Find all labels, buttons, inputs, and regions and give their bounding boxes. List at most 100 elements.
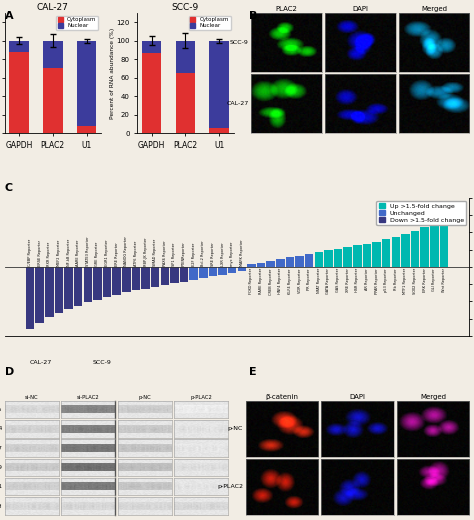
Text: PR Reporter: PR Reporter bbox=[307, 268, 311, 290]
Text: B: B bbox=[249, 11, 257, 21]
Bar bbox=[210, 127, 229, 133]
Bar bbox=[43, 41, 63, 69]
Bar bbox=[295, 256, 304, 267]
Y-axis label: Cyclin D1: Cyclin D1 bbox=[0, 484, 2, 489]
Bar bbox=[209, 267, 217, 277]
Bar bbox=[141, 267, 150, 289]
Text: E: E bbox=[249, 367, 256, 376]
Text: RBP-JK Reporter: RBP-JK Reporter bbox=[144, 237, 147, 266]
Bar bbox=[315, 252, 323, 267]
Text: ERK Reporter: ERK Reporter bbox=[423, 268, 427, 292]
Text: SCC-9: SCC-9 bbox=[92, 360, 111, 365]
Text: ATF6 Reporter: ATF6 Reporter bbox=[134, 240, 138, 266]
Text: GLI Reporter: GLI Reporter bbox=[432, 268, 436, 291]
Bar bbox=[77, 41, 97, 126]
Y-axis label: Percent of RNA abundance (%): Percent of RNA abundance (%) bbox=[110, 28, 115, 119]
Text: FOXO Reporter: FOXO Reporter bbox=[249, 268, 254, 294]
Text: AARE Reporter: AARE Reporter bbox=[76, 239, 80, 266]
Legend: Cytoplasm, Nuclear: Cytoplasm, Nuclear bbox=[189, 16, 231, 30]
Legend: Up >1.5-fold change, Unchanged, Down >1.5-fold change: Up >1.5-fold change, Unchanged, Down >1.… bbox=[376, 201, 466, 225]
Text: LXR Reporter: LXR Reporter bbox=[220, 242, 225, 266]
Bar bbox=[286, 257, 294, 267]
Bar bbox=[430, 222, 438, 267]
Text: myc Reporter: myc Reporter bbox=[230, 241, 234, 266]
Y-axis label: MMP-7: MMP-7 bbox=[0, 446, 2, 450]
Text: SOX2 Reporter: SOX2 Reporter bbox=[413, 268, 417, 294]
Title: si-PLAC2: si-PLAC2 bbox=[77, 395, 100, 399]
Bar bbox=[142, 41, 162, 53]
Text: MAPK Reporter: MAPK Reporter bbox=[240, 239, 244, 266]
Title: si-NC: si-NC bbox=[25, 395, 38, 399]
Bar bbox=[74, 267, 82, 306]
Bar bbox=[103, 267, 111, 297]
Title: Merged: Merged bbox=[421, 6, 447, 12]
Bar bbox=[180, 267, 188, 282]
Bar bbox=[219, 267, 227, 275]
Bar bbox=[411, 230, 419, 267]
Text: AR Reporter: AR Reporter bbox=[365, 268, 369, 290]
Bar bbox=[176, 41, 195, 73]
Text: Bcl-2 Reporter: Bcl-2 Reporter bbox=[201, 240, 205, 266]
Bar bbox=[401, 234, 410, 267]
Title: DAPI: DAPI bbox=[352, 6, 368, 12]
Bar bbox=[142, 53, 162, 133]
Bar bbox=[83, 267, 92, 302]
Title: DAPI: DAPI bbox=[350, 394, 365, 399]
Bar bbox=[247, 264, 255, 267]
Text: VDR Reporter: VDR Reporter bbox=[298, 268, 301, 293]
Bar bbox=[55, 267, 63, 313]
Bar bbox=[392, 237, 400, 267]
Title: β-catenin: β-catenin bbox=[266, 394, 299, 399]
Bar bbox=[266, 261, 275, 267]
Bar bbox=[132, 267, 140, 290]
Y-axis label: CAL-27: CAL-27 bbox=[227, 101, 248, 106]
Bar bbox=[176, 73, 195, 133]
Bar bbox=[93, 267, 102, 300]
Title: Merged: Merged bbox=[420, 394, 446, 399]
Y-axis label: β-catenin: β-catenin bbox=[0, 407, 2, 412]
Text: NF-kB Reporter: NF-kB Reporter bbox=[66, 239, 71, 266]
Y-axis label: GAPDH: GAPDH bbox=[0, 503, 2, 509]
Text: Rb Reporter: Rb Reporter bbox=[394, 268, 398, 290]
Text: C: C bbox=[5, 183, 13, 193]
Bar bbox=[228, 267, 237, 273]
Text: SMAD Reporter: SMAD Reporter bbox=[153, 239, 157, 266]
Text: EGR1 Reporter: EGR1 Reporter bbox=[105, 239, 109, 266]
Bar bbox=[43, 69, 63, 133]
Text: Wnt Reporter: Wnt Reporter bbox=[442, 268, 446, 292]
Bar bbox=[237, 267, 246, 271]
Bar bbox=[440, 208, 448, 267]
Y-axis label: p-NC: p-NC bbox=[228, 426, 243, 431]
Bar bbox=[170, 267, 179, 283]
Text: A: A bbox=[5, 11, 13, 21]
Bar bbox=[112, 267, 121, 294]
Y-axis label: TCF-4: TCF-4 bbox=[0, 426, 2, 431]
Text: ERSE Reporter: ERSE Reporter bbox=[38, 240, 42, 266]
Text: XRE Reporter: XRE Reporter bbox=[346, 268, 350, 292]
Bar bbox=[305, 254, 313, 267]
Bar bbox=[9, 52, 29, 133]
Bar bbox=[151, 267, 159, 287]
Bar bbox=[276, 259, 284, 267]
Y-axis label: p-PLAC2: p-PLAC2 bbox=[217, 484, 243, 489]
Bar bbox=[9, 41, 29, 52]
Bar bbox=[257, 263, 265, 267]
Bar bbox=[36, 267, 44, 323]
Bar bbox=[382, 239, 391, 267]
Title: p-PLAC2: p-PLAC2 bbox=[190, 395, 212, 399]
Text: KLF4 Reporter: KLF4 Reporter bbox=[288, 268, 292, 294]
Bar bbox=[199, 267, 208, 278]
Text: MTF1 Reporter: MTF1 Reporter bbox=[403, 268, 408, 294]
Text: CREB Reporter: CREB Reporter bbox=[269, 268, 273, 294]
Text: D: D bbox=[5, 367, 14, 376]
Text: SRE Reporter: SRE Reporter bbox=[211, 242, 215, 266]
Title: CAL-27: CAL-27 bbox=[37, 3, 69, 12]
Title: SCC-9: SCC-9 bbox=[172, 3, 199, 12]
Bar bbox=[353, 245, 362, 267]
Bar bbox=[324, 251, 333, 267]
Bar bbox=[372, 242, 381, 267]
Bar bbox=[64, 267, 73, 309]
Text: GATA Reporter: GATA Reporter bbox=[327, 268, 330, 294]
Bar bbox=[77, 126, 97, 133]
Text: CAL-27: CAL-27 bbox=[29, 360, 51, 365]
